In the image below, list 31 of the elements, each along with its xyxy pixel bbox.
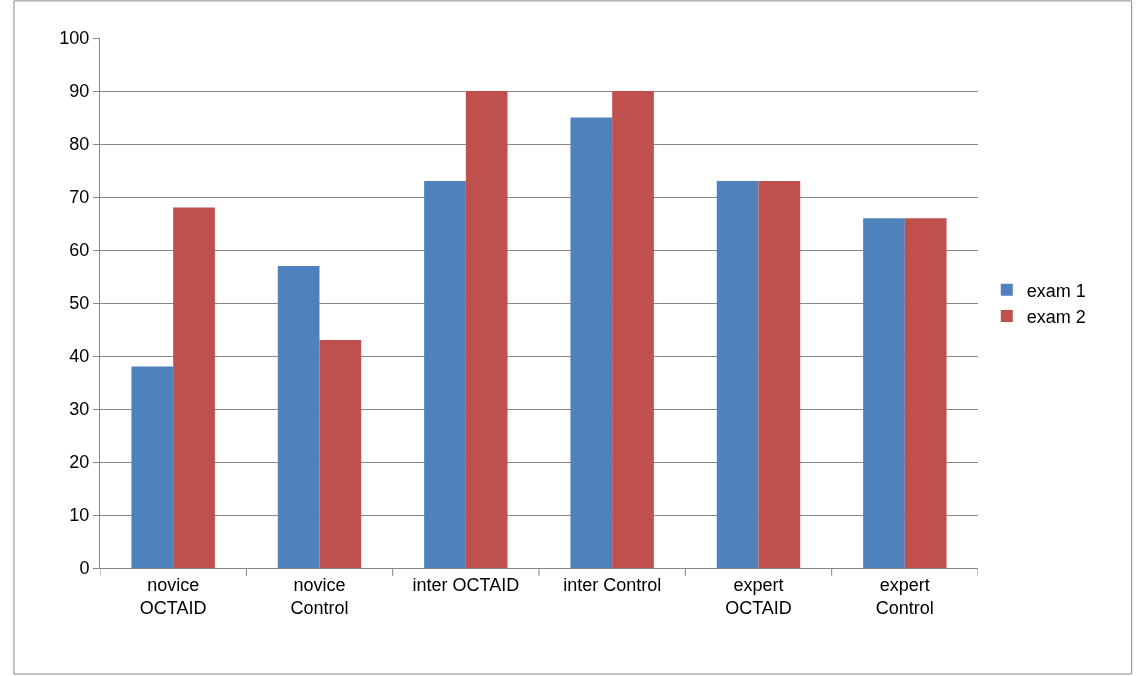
y-tick-label: 30 (69, 399, 90, 420)
y-tick-label: 0 (79, 558, 90, 579)
x-tick-label: inter OCTAID (412, 574, 520, 595)
legend-label: exam 1 (1026, 280, 1086, 301)
x-tick-label: inter Control (563, 574, 662, 595)
y-tick-label: 20 (69, 452, 90, 473)
x-tick-label: novice Control (290, 574, 349, 618)
y-tick-label: 70 (69, 187, 90, 208)
y-tick-label: 90 (69, 81, 90, 102)
bar (758, 181, 801, 568)
x-tick-label: expert OCTAID (725, 574, 792, 618)
y-tick-label: 80 (69, 134, 90, 155)
x-tick-label: expert Control (875, 574, 934, 618)
bar (465, 91, 508, 568)
y-tick-label: 40 (69, 346, 90, 367)
x-tick-label: novice OCTAID (139, 574, 207, 618)
legend-label: exam 2 (1026, 307, 1086, 328)
bar (319, 340, 362, 568)
bar (716, 181, 759, 568)
bar (612, 91, 654, 568)
bar (424, 181, 466, 568)
y-tick-label: 50 (69, 293, 90, 314)
bar (173, 207, 215, 568)
bar (131, 366, 174, 568)
y-tick-label: 10 (69, 505, 90, 526)
bar (277, 265, 320, 568)
bar (863, 218, 905, 568)
y-tick-label: 100 (59, 28, 90, 49)
y-tick-label: 60 (69, 240, 90, 261)
bar (570, 117, 613, 568)
bar (904, 218, 947, 568)
